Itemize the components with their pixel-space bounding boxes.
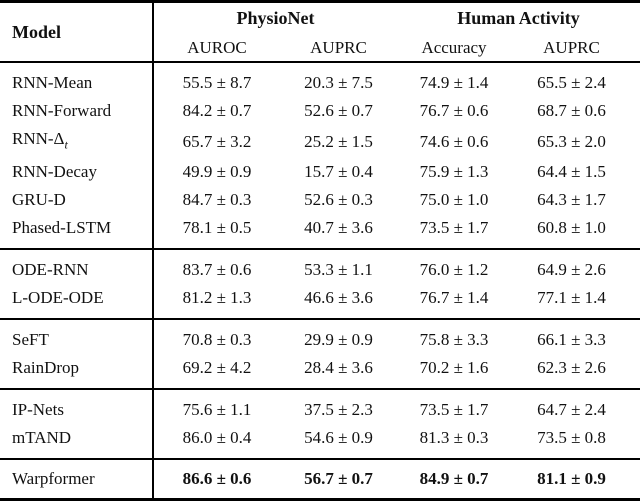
human-activity-accuracy-value: 76.7 ± 1.4: [419, 288, 489, 308]
human-activity-auprc-value: 77.1 ± 1.4: [537, 288, 606, 308]
model-name: RNN-Forward: [0, 97, 154, 125]
model-name: RNN-Δt: [0, 125, 154, 159]
human-activity-accuracy-value: 70.2 ± 1.6: [419, 358, 489, 378]
model-name: GRU-D: [0, 186, 154, 215]
column-header-human-activity-auprc: AUPRC: [543, 38, 600, 57]
human-activity-auprc-value: 66.1 ± 3.3: [537, 330, 606, 350]
human-activity-auprc-value: 64.9 ± 2.6: [537, 260, 606, 280]
table-row: ODE-RNN 83.7 ± 0.6 53.3 ± 1.1 76.0 ± 1.2 64.…: [0, 249, 640, 285]
physionet-auroc-value: 81.2 ± 1.3: [182, 288, 252, 308]
header-subcolumn-row: AUROC AUPRC Accuracy AUPRC: [0, 34, 640, 62]
table-row: RNN-Mean 55.5 ± 8.7 20.3 ± 7.5 74.9 ± 1.4 65…: [0, 62, 640, 97]
model-name-subscript: t: [64, 137, 68, 152]
physionet-auroc-value: 86.6 ± 0.6: [182, 469, 252, 489]
physionet-auroc-value: 55.5 ± 8.7: [182, 73, 252, 92]
physionet-auroc-value: 86.0 ± 0.4: [182, 428, 252, 448]
human-activity-accuracy-value: 75.0 ± 1.0: [419, 190, 489, 210]
physionet-auprc-value: 56.7 ± 0.7: [304, 469, 373, 489]
physionet-auroc-value: 84.7 ± 0.3: [182, 190, 252, 210]
physionet-auprc-value: 37.5 ± 2.3: [304, 400, 373, 420]
table-header: Model PhysioNet Human Activity AUROC AUP…: [0, 1, 640, 62]
human-activity-auprc-value: 68.7 ± 0.6: [537, 101, 606, 120]
model-group-3: SeFT 70.8 ± 0.3 29.9 ± 0.9 75.8 ± 3.3 66.1 ±…: [0, 319, 640, 390]
column-header-physionet-auroc: AUROC: [187, 38, 247, 57]
column-header-human-activity-accuracy: Accuracy: [421, 38, 487, 57]
header-group-row: Model PhysioNet Human Activity: [0, 1, 640, 62]
human-activity-auprc-value: 64.3 ± 1.7: [537, 190, 606, 210]
physionet-auprc-value: 28.4 ± 3.6: [304, 358, 373, 378]
human-activity-accuracy-value: 76.7 ± 0.6: [419, 101, 489, 120]
table-row: IP-Nets 75.6 ± 1.1 37.5 ± 2.3 73.5 ± 1.7 64.…: [0, 389, 640, 425]
physionet-auprc-value: 52.6 ± 0.7: [304, 101, 373, 120]
model-group-1: RNN-Mean 55.5 ± 8.7 20.3 ± 7.5 74.9 ± 1.4 65…: [0, 62, 640, 250]
physionet-auroc-value: 65.7 ± 3.2: [182, 131, 252, 151]
human-activity-accuracy-value: 76.0 ± 1.2: [419, 260, 489, 280]
human-activity-accuracy-value: 74.6 ± 0.6: [419, 131, 489, 151]
table-row: Phased-LSTM 78.1 ± 0.5 40.7 ± 3.6 73.5 ± 1.…: [0, 214, 640, 250]
physionet-auprc-value: 52.6 ± 0.3: [304, 190, 373, 210]
model-group-2: ODE-RNN 83.7 ± 0.6 53.3 ± 1.1 76.0 ± 1.2 64.…: [0, 249, 640, 320]
physionet-auroc-value: 78.1 ± 0.5: [182, 218, 252, 238]
human-activity-accuracy-value: 74.9 ± 1.4: [419, 73, 489, 92]
table-row: RainDrop 69.2 ± 4.2 28.4 ± 3.6 70.2 ± 1.6 62…: [0, 354, 640, 390]
human-activity-auprc-value: 65.5 ± 2.4: [537, 73, 606, 92]
model-name: RainDrop: [0, 354, 154, 390]
physionet-auprc-value: 46.6 ± 3.6: [304, 288, 373, 308]
physionet-auprc-value: 53.3 ± 1.1: [304, 260, 373, 280]
model-name: L-ODE-ODE: [0, 284, 154, 320]
table-row: RNN-Forward 84.2 ± 0.7 52.6 ± 0.7 76.7 ± 0.…: [0, 97, 640, 125]
physionet-auprc-value: 54.6 ± 0.9: [304, 428, 373, 448]
physionet-auprc-value: 20.3 ± 7.5: [304, 73, 373, 92]
human-activity-auprc-value: 60.8 ± 1.0: [537, 218, 606, 238]
column-group-human-activity: Human Activity: [457, 8, 580, 28]
human-activity-auprc-value: 62.3 ± 2.6: [537, 358, 606, 378]
physionet-auroc-value: 75.6 ± 1.1: [182, 400, 252, 420]
model-name: Warpformer: [0, 459, 154, 500]
model-group-5: Warpformer 86.6 ± 0.6 56.7 ± 0.7 84.9 ± 0.7…: [0, 459, 640, 500]
physionet-auroc-value: 70.8 ± 0.3: [182, 330, 252, 350]
physionet-auprc-value: 15.7 ± 0.4: [304, 162, 373, 182]
physionet-auprc-value: 29.9 ± 0.9: [304, 330, 373, 350]
model-group-4: IP-Nets 75.6 ± 1.1 37.5 ± 2.3 73.5 ± 1.7 64.…: [0, 389, 640, 460]
table-row: RNN-Δt 65.7 ± 3.2 25.2 ± 1.5 74.6 ± 0.6 65.3…: [0, 125, 640, 159]
human-activity-auprc-value: 81.1 ± 0.9: [537, 469, 606, 489]
model-name: RNN-Decay: [0, 158, 154, 187]
model-name: RNN-Mean: [0, 62, 154, 97]
column-group-physionet: PhysioNet: [236, 8, 315, 28]
column-header-model: Model: [0, 1, 154, 62]
table-row: mTAND 86.0 ± 0.4 54.6 ± 0.9 81.3 ± 0.3 73.5 …: [0, 424, 640, 460]
human-activity-accuracy-value: 75.9 ± 1.3: [419, 162, 489, 182]
table-row: RNN-Decay 49.9 ± 0.9 15.7 ± 0.4 75.9 ± 1.3 6…: [0, 158, 640, 187]
table-row: L-ODE-ODE 81.2 ± 1.3 46.6 ± 3.6 76.7 ± 1.4 7…: [0, 284, 640, 320]
human-activity-auprc-value: 64.4 ± 1.5: [537, 162, 606, 182]
physionet-auroc-value: 83.7 ± 0.6: [182, 260, 252, 280]
physionet-auroc-value: 49.9 ± 0.9: [182, 162, 252, 182]
human-activity-accuracy-value: 81.3 ± 0.3: [419, 428, 489, 448]
physionet-auprc-value: 40.7 ± 3.6: [304, 218, 373, 238]
model-name: SeFT: [0, 319, 154, 355]
table-row: SeFT 70.8 ± 0.3 29.9 ± 0.9 75.8 ± 3.3 66.1 ±…: [0, 319, 640, 355]
physionet-auprc-value: 25.2 ± 1.5: [304, 131, 373, 151]
human-activity-accuracy-value: 73.5 ± 1.7: [419, 400, 489, 420]
model-name: IP-Nets: [0, 389, 154, 425]
table-row: Warpformer 86.6 ± 0.6 56.7 ± 0.7 84.9 ± 0.7…: [0, 459, 640, 500]
table-row: GRU-D 84.7 ± 0.3 52.6 ± 0.3 75.0 ± 1.0 64.3 …: [0, 186, 640, 215]
human-activity-auprc-value: 65.3 ± 2.0: [537, 131, 606, 151]
model-name: Phased-LSTM: [0, 214, 154, 250]
physionet-auroc-value: 69.2 ± 4.2: [182, 358, 252, 378]
human-activity-accuracy-value: 84.9 ± 0.7: [419, 469, 489, 489]
human-activity-accuracy-value: 75.8 ± 3.3: [419, 330, 489, 350]
physionet-auroc-value: 84.2 ± 0.7: [182, 101, 252, 120]
column-header-physionet-auprc: AUPRC: [310, 38, 367, 57]
model-name: ODE-RNN: [0, 249, 154, 285]
human-activity-accuracy-value: 73.5 ± 1.7: [419, 218, 489, 238]
human-activity-auprc-value: 73.5 ± 0.8: [537, 428, 606, 448]
human-activity-auprc-value: 64.7 ± 2.4: [537, 400, 606, 420]
model-name: mTAND: [0, 424, 154, 460]
